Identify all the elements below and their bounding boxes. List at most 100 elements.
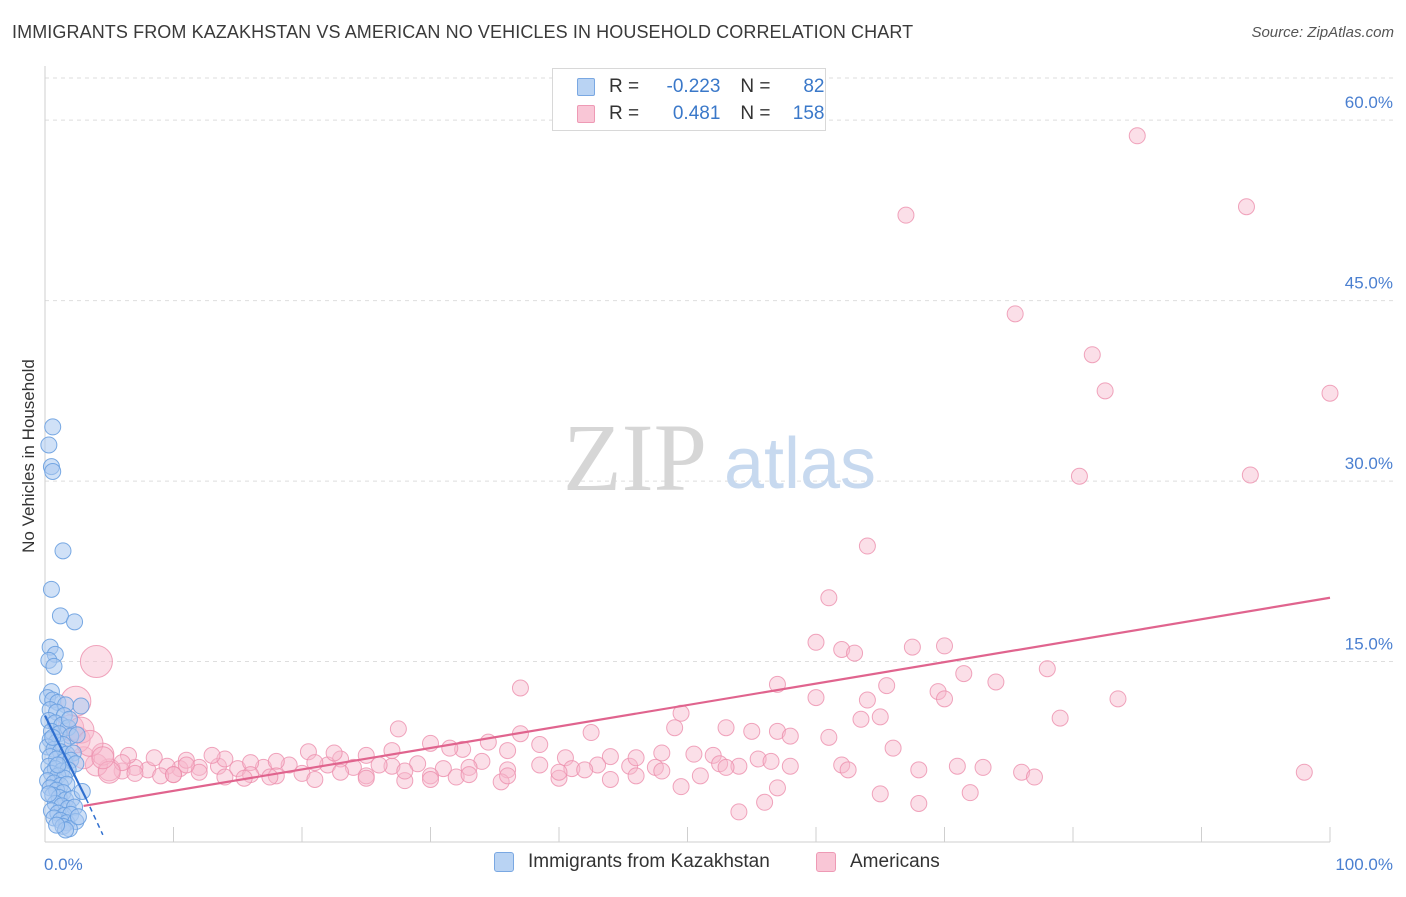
americans-point [858, 537, 876, 555]
kazakhstan-point [48, 816, 66, 834]
americans-point [454, 740, 472, 758]
americans-point [216, 750, 234, 768]
pink-swatch [816, 852, 836, 872]
americans-point [511, 679, 529, 697]
americans-point [177, 751, 195, 769]
legend-row-kazakhstan: R = -0.223 N = 82 [577, 75, 825, 99]
americans-point [158, 757, 176, 775]
americans-point [203, 746, 221, 764]
x-tick-label: 100.0% [1335, 855, 1393, 874]
americans-point [165, 766, 182, 784]
americans-point [1237, 198, 1255, 216]
americans-point [563, 760, 581, 778]
americans-point [846, 644, 864, 662]
r-value: 0.481 [672, 103, 721, 124]
r-label: R = [609, 103, 640, 124]
americans-point [441, 739, 459, 757]
americans-point [1025, 768, 1043, 786]
americans-point [936, 690, 953, 708]
kazakhstan-point [66, 613, 84, 631]
kazakhstan-point [45, 657, 63, 675]
americans-point [691, 767, 709, 785]
americans-point [91, 746, 115, 770]
kazakhstan-point [72, 697, 90, 715]
americans-point [1070, 467, 1088, 485]
americans-point [550, 763, 568, 781]
americans-point [422, 770, 439, 788]
legend-item-kazakhstan: Immigrants from Kazakhstan [494, 851, 770, 873]
americans-point [897, 206, 915, 224]
americans-point [961, 784, 979, 802]
americans-point [1006, 305, 1024, 323]
americans-point [884, 739, 902, 757]
americans-point [389, 720, 407, 738]
source-credit: Source: ZipAtlas.com [1251, 24, 1394, 41]
americans-point [730, 803, 748, 821]
americans-point [704, 746, 722, 764]
y-tick-label: 30.0% [1345, 454, 1393, 473]
r-label: R = [609, 76, 640, 97]
americans-point [852, 710, 870, 728]
americans-point [531, 756, 549, 774]
americans-point [768, 722, 786, 740]
americans-point [460, 758, 478, 776]
americans-point [325, 744, 343, 762]
americans-point [190, 758, 208, 776]
americans-point [685, 745, 703, 763]
americans-point [910, 761, 928, 779]
americans-point [434, 760, 452, 778]
blue-swatch [494, 852, 514, 872]
americans-point [97, 760, 121, 784]
americans-point [621, 757, 639, 775]
kazakhstan-points [39, 418, 91, 839]
americans-point [409, 755, 427, 773]
americans-point [601, 770, 619, 788]
americans-point [447, 768, 465, 786]
americans-point [910, 795, 928, 812]
americans-point [781, 757, 799, 775]
americans-point [807, 633, 825, 651]
americans-point [1096, 382, 1114, 400]
americans-point [589, 756, 607, 774]
americans-point [839, 761, 857, 779]
americans-point [267, 752, 285, 770]
axes [44, 66, 1331, 843]
y-tick-label: 15.0% [1345, 635, 1393, 654]
americans-point [807, 689, 825, 707]
americans-point [858, 691, 876, 709]
americans-point [550, 769, 568, 787]
americans-point [1109, 690, 1127, 708]
americans-point [299, 743, 317, 761]
americans-point [743, 722, 761, 740]
americans-point [120, 746, 138, 764]
americans-point [749, 750, 767, 768]
n-label: N = [740, 76, 771, 97]
americans-point [730, 757, 748, 775]
kazakhstan-trend-extension [85, 798, 104, 836]
americans-point [653, 744, 671, 762]
americans-point [717, 758, 735, 776]
americans-point [820, 728, 838, 746]
americans-trend-line [83, 596, 1331, 807]
americans-point [666, 719, 684, 737]
americans-point [871, 708, 889, 726]
americans-point [1013, 763, 1031, 781]
americans-point [152, 767, 170, 785]
americans-point [576, 761, 594, 779]
americans-point [672, 778, 690, 796]
americans-point [903, 638, 921, 656]
americans-point [1051, 709, 1069, 727]
americans-point [344, 758, 362, 776]
americans-point [332, 763, 350, 781]
americans-point [627, 767, 645, 785]
legend-item-americans: Americans [816, 851, 940, 873]
americans-point [84, 753, 108, 777]
americans-point [1241, 466, 1259, 484]
americans-point [357, 769, 375, 787]
americans-point [871, 785, 889, 803]
kazakhstan-point [49, 756, 67, 774]
americans-point [190, 763, 208, 781]
americans-point [582, 724, 600, 742]
legend-label: Immigrants from Kazakhstan [528, 851, 770, 872]
